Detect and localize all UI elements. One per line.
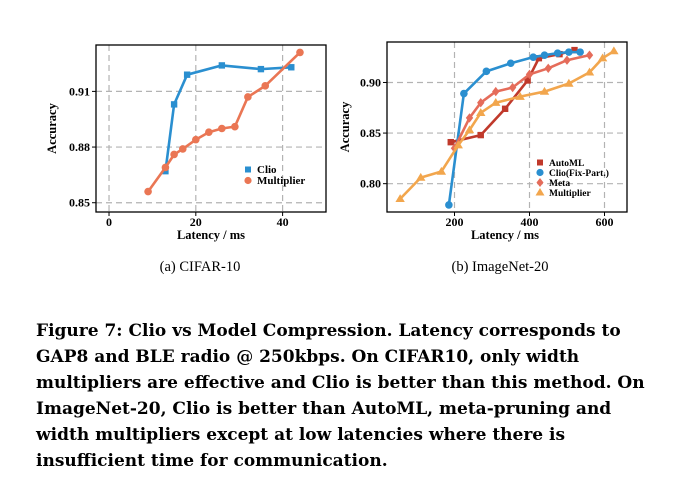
- x-tick-label: 600: [596, 215, 614, 229]
- x-axis-label: Latency / ms: [471, 228, 539, 242]
- y-tick-label: 0.85: [360, 126, 381, 140]
- data-point-automl: [477, 131, 484, 139]
- x-tick-label: 20: [190, 215, 202, 229]
- data-point-multiplier: [597, 53, 608, 62]
- data-point-meta: [563, 55, 571, 65]
- data-point-automl: [524, 77, 531, 84]
- data-point-multiplier: [609, 46, 619, 55]
- data-point-clio-fix-part-: [506, 59, 515, 68]
- legend-marker: [244, 176, 252, 185]
- data-point-multiplier: [416, 172, 426, 181]
- data-point-clio-fix-part-: [529, 53, 538, 61]
- data-point-automl: [571, 46, 578, 54]
- data-point-clio-fix-part-: [460, 89, 468, 98]
- x-axis-label: Latency / ms: [177, 228, 245, 242]
- chart-subtitle: (a) CIFAR-10: [160, 259, 241, 275]
- data-point-clio-fix-part-: [445, 201, 453, 209]
- data-point-clio: [170, 101, 178, 108]
- figure: 0 20 40 0.85 0.88 0.91 Latency / ms Accuracy (a)…: [45, 41, 628, 275]
- data-point-multiplier: [231, 122, 239, 131]
- data-point-multiplier: [395, 194, 405, 203]
- data-point-meta: [525, 69, 534, 80]
- legend-label: Clio(Fix-Part.): [549, 168, 609, 179]
- data-point-meta: [544, 63, 552, 74]
- chart-subtitle: (b) ImageNet-20: [451, 259, 548, 275]
- y-tick-label: 0.90: [360, 75, 381, 89]
- data-point-multiplier: [244, 93, 252, 101]
- legend-label: Clio: [257, 164, 277, 176]
- data-point-meta: [465, 113, 474, 123]
- data-point-multiplier: [161, 163, 170, 172]
- data-point-meta: [585, 50, 594, 60]
- legend-marker: [245, 166, 251, 173]
- data-point-multiplier: [464, 125, 475, 134]
- legend-label: Multiplier: [549, 189, 591, 199]
- data-point-multiplier: [218, 124, 226, 133]
- data-point-clio: [183, 71, 191, 78]
- legend-marker: [536, 168, 544, 177]
- legend-marker: [535, 188, 545, 196]
- y-tick-label: 0.91: [69, 84, 90, 98]
- data-point-clio-fix-part-: [482, 67, 491, 76]
- legend-label: AutoML: [549, 159, 584, 169]
- x-tick-label: 0: [106, 215, 112, 229]
- data-point-clio: [257, 65, 265, 73]
- data-point-clio-fix-part-: [553, 49, 562, 57]
- data-point-multiplier: [296, 48, 304, 57]
- data-point-multiplier: [144, 187, 152, 196]
- figure-caption: Figure 7: Clio vs Model Compression. Lat…: [36, 321, 645, 471]
- y-tick-label: 0.80: [360, 177, 381, 191]
- data-point-automl: [501, 105, 509, 112]
- plot-frame: [95, 44, 327, 213]
- data-point-multiplier: [453, 140, 463, 149]
- data-point-clio: [288, 64, 295, 71]
- y-axis-label: Accuracy: [338, 101, 352, 152]
- x-tick-label: 40: [277, 215, 289, 229]
- data-point-clio: [218, 62, 226, 69]
- data-point-multiplier: [584, 67, 595, 76]
- data-point-multiplier: [170, 150, 178, 159]
- data-point-multiplier: [564, 78, 574, 87]
- legend-marker: [536, 178, 544, 187]
- data-point-automl: [447, 138, 454, 146]
- data-point-clio-fix-part-: [576, 48, 584, 56]
- data-point-meta: [508, 82, 517, 93]
- data-point-automl: [535, 54, 543, 62]
- data-point-multiplier: [205, 128, 213, 137]
- data-point-multiplier: [515, 91, 525, 100]
- plot-frame: [386, 41, 628, 213]
- data-point-clio-fix-part-: [565, 48, 573, 56]
- data-point-multiplier: [539, 86, 550, 95]
- data-point-clio-fix-part-: [540, 51, 549, 59]
- legend-label: Meta: [549, 179, 570, 189]
- data-point-meta: [477, 98, 485, 108]
- x-tick-label: 400: [521, 215, 539, 229]
- data-point-multiplier: [178, 145, 187, 153]
- data-point-multiplier: [192, 135, 200, 144]
- series-line-meta: [453, 53, 590, 149]
- legend-label: Multiplier: [257, 175, 305, 187]
- y-axis-label: Accuracy: [45, 102, 59, 153]
- legend-marker: [537, 159, 543, 166]
- data-point-meta: [492, 86, 500, 97]
- y-tick-label: 0.85: [69, 196, 90, 210]
- chart-a: 0 20 40 0.85 0.88 0.91 Latency / ms Accuracy (a)…: [45, 44, 327, 275]
- data-point-multiplier: [261, 82, 270, 90]
- series-line-clio: [164, 64, 292, 172]
- data-point-multiplier: [491, 98, 501, 106]
- x-tick-label: 200: [446, 215, 464, 229]
- data-point-multiplier: [436, 166, 447, 175]
- y-tick-label: 0.88: [69, 140, 90, 154]
- data-point-multiplier: [476, 108, 486, 117]
- chart-b: 200 400 600 0.80 0.85 0.90 Latency / ms Accurac…: [338, 41, 628, 275]
